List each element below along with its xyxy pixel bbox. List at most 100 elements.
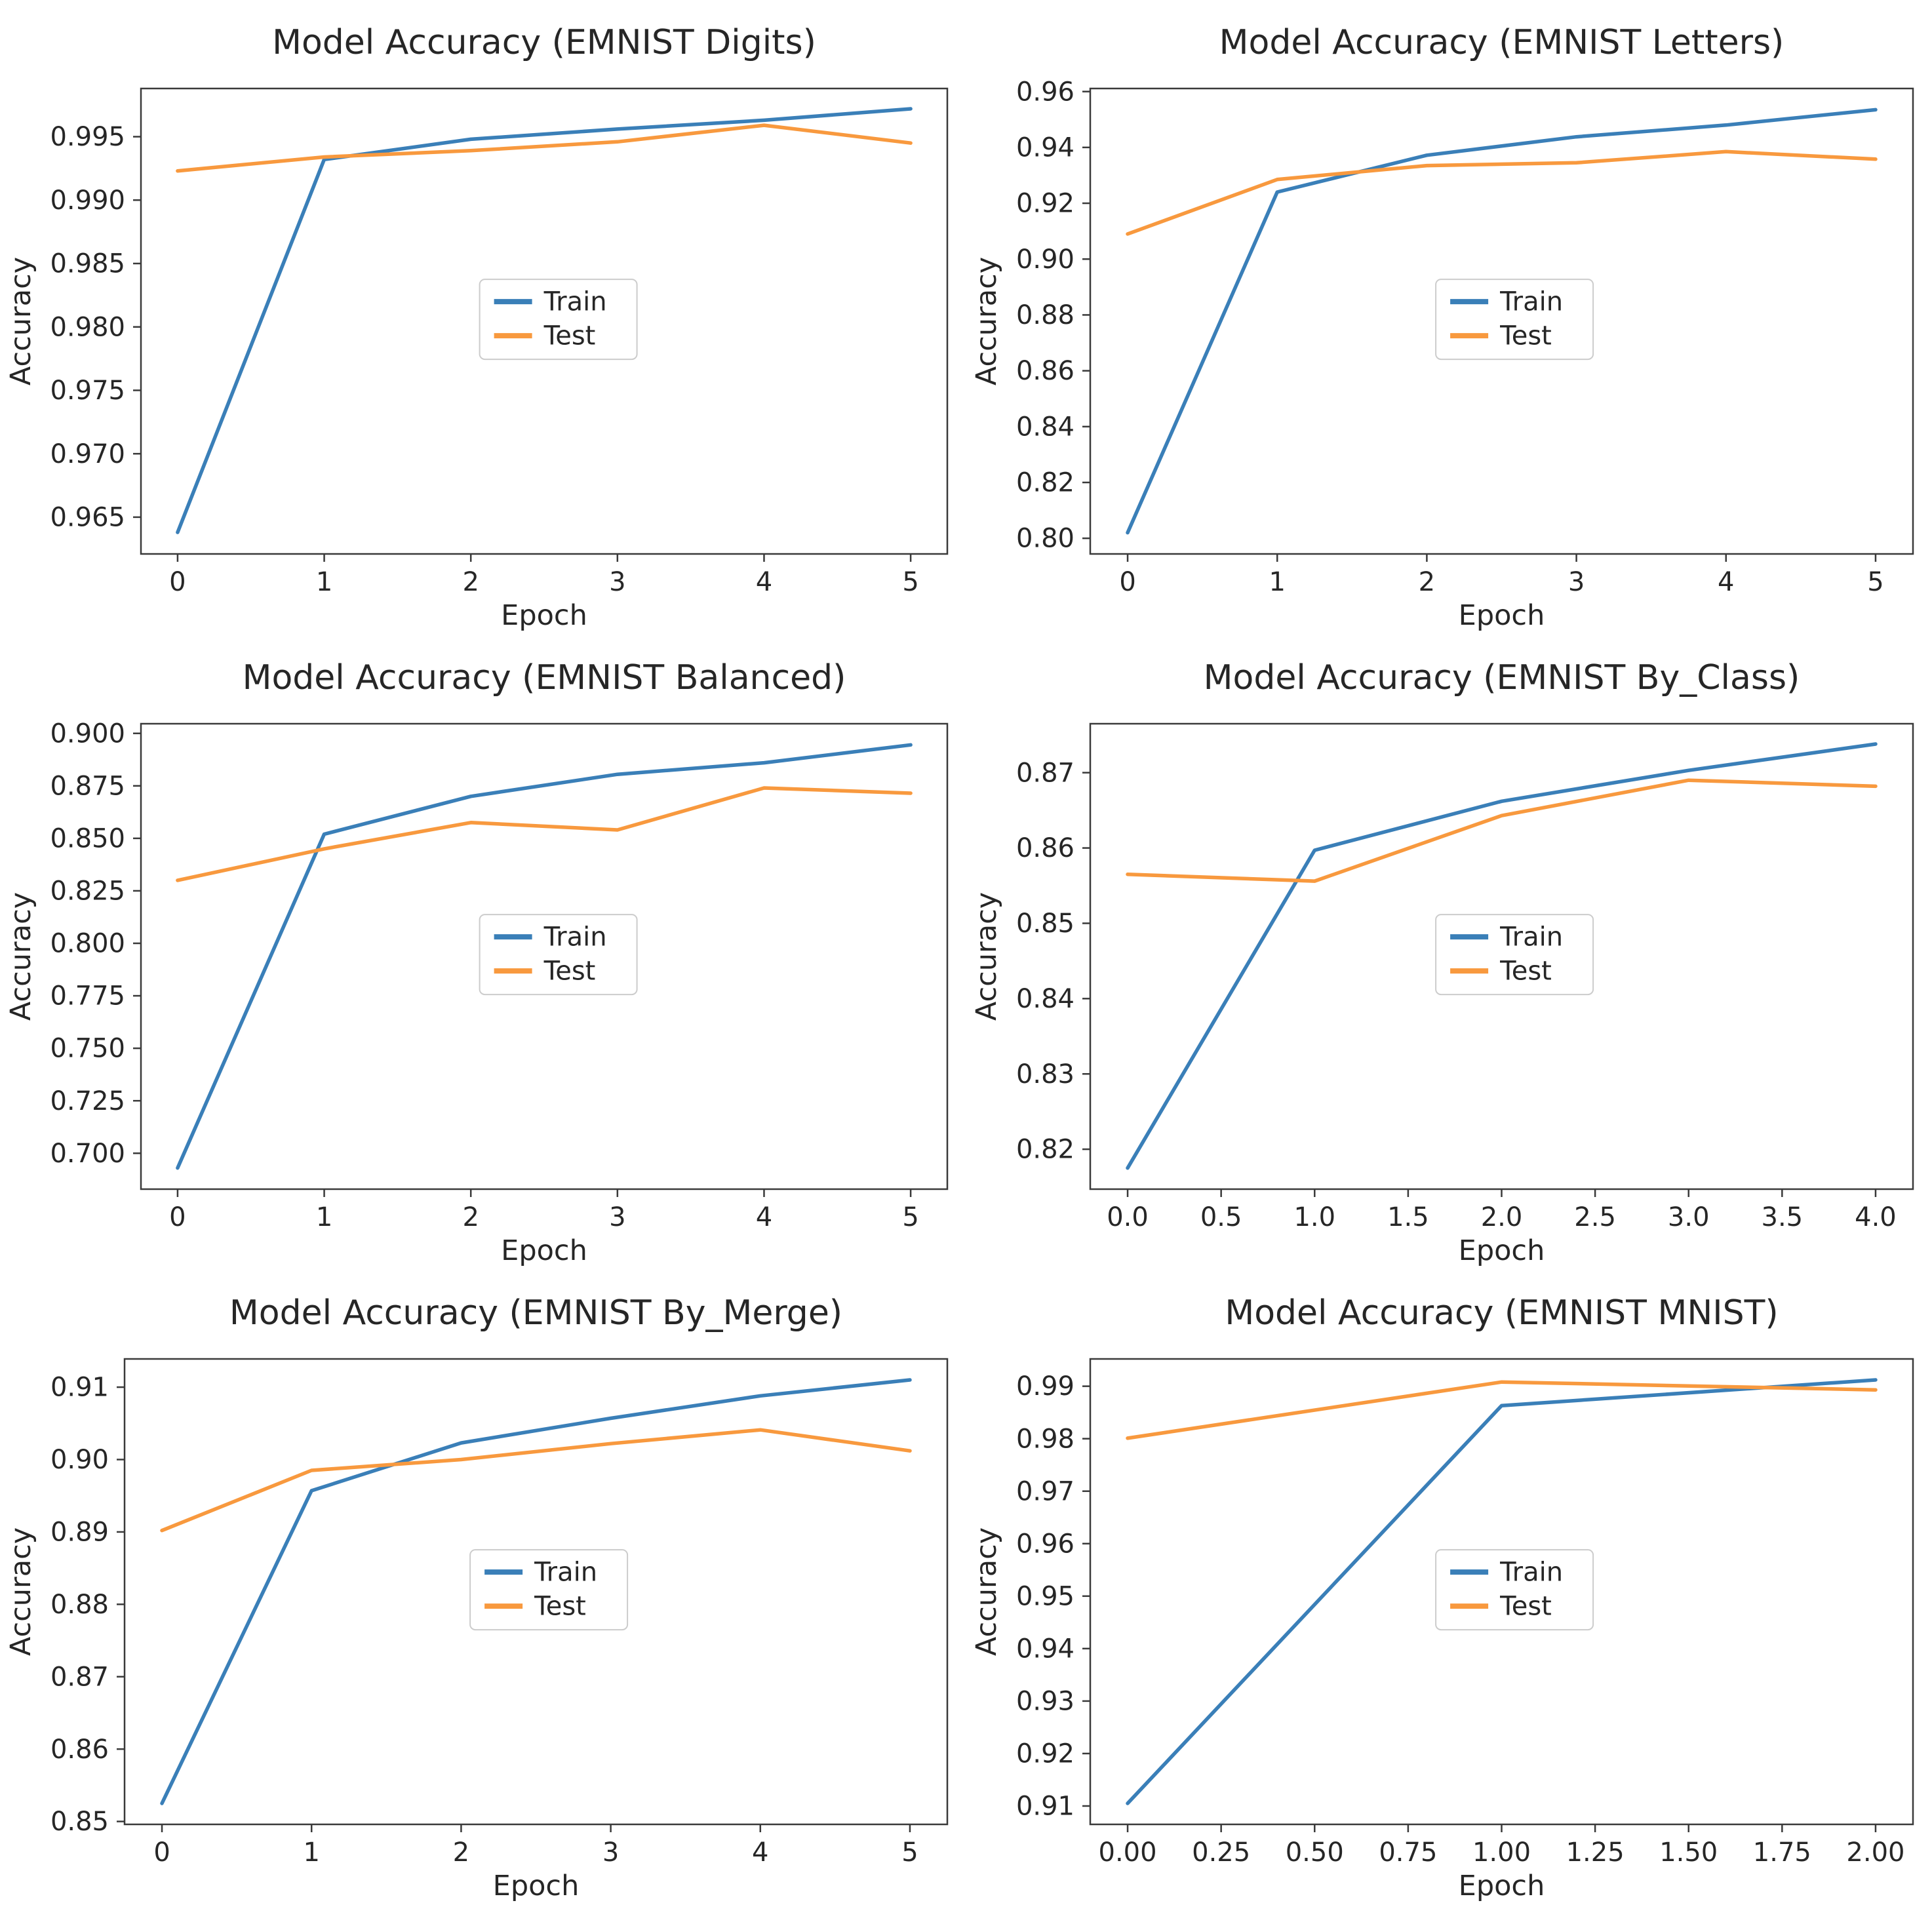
test-line <box>176 786 913 882</box>
x-tick-label: 0 <box>169 1202 186 1232</box>
legend-train-label: Train <box>1499 287 1563 317</box>
x-tick-label: 4.0 <box>1855 1202 1897 1232</box>
x-tick-label: 0.5 <box>1200 1202 1242 1232</box>
y-tick-label: 0.88 <box>50 1590 109 1620</box>
x-tick-label: 2.00 <box>1846 1837 1904 1868</box>
y-tick-label: 0.995 <box>50 122 125 152</box>
legend: Train Test <box>1435 1549 1594 1631</box>
legend: Train Test <box>479 914 638 996</box>
y-tick-label: 0.975 <box>50 376 125 406</box>
y-tick-label: 0.700 <box>50 1139 125 1169</box>
chart-svg: 0.91 0.92 0.93 0.94 0.95 0.96 0.97 0.98 0.99 0.00… <box>970 1293 1914 1902</box>
y-axis-label: Accuracy <box>5 257 37 385</box>
y-tick-label: 0.87 <box>50 1662 109 1692</box>
y-tick-label: 0.96 <box>1016 1529 1074 1559</box>
y-tick-label: 0.91 <box>1016 1792 1074 1822</box>
y-tick-label: 0.83 <box>1016 1059 1074 1090</box>
x-tick-label: 1.00 <box>1472 1837 1531 1868</box>
x-tick-label: 2 <box>462 567 479 597</box>
train-line <box>176 743 913 1170</box>
y-tick-label: 0.965 <box>50 502 125 532</box>
x-axis-label: Epoch <box>493 1870 580 1902</box>
test-line <box>1126 149 1878 236</box>
chart-emnist-letters: 0.80 0.82 0.84 0.86 0.88 0.90 0.92 0.94 0.96 0 1 2 3… <box>966 0 1932 635</box>
train-line <box>1126 108 1878 535</box>
y-tick-label: 0.825 <box>50 876 125 907</box>
x-tick-label: 2 <box>462 1202 479 1232</box>
x-tick-label: 0.00 <box>1099 1837 1157 1868</box>
x-tick-label: 3 <box>602 1837 619 1868</box>
legend-train-label: Train <box>543 287 607 317</box>
x-tick-label: 3 <box>1568 567 1585 597</box>
y-tick-label: 0.90 <box>50 1445 109 1475</box>
y-tick-label: 0.92 <box>1016 189 1074 219</box>
x-tick-label: 2 <box>453 1837 469 1868</box>
y-tick-label: 0.85 <box>50 1807 109 1837</box>
x-tick-label: 3 <box>609 567 625 597</box>
x-tick-label: 3.5 <box>1762 1202 1804 1232</box>
legend: Train Test <box>1435 914 1594 996</box>
y-tick-label: 0.94 <box>1016 132 1074 163</box>
x-axis-label: Epoch <box>501 599 587 632</box>
test-line <box>1126 778 1878 883</box>
x-tick-label: 1 <box>304 1837 320 1868</box>
y-tick-label: 0.970 <box>50 439 125 469</box>
chart-title: Model Accuracy (EMNIST MNIST) <box>1225 1293 1778 1333</box>
y-tick-label: 0.900 <box>50 718 125 749</box>
x-tick-label: 0 <box>153 1837 170 1868</box>
legend-train-label: Train <box>1499 922 1563 952</box>
x-tick-label: 1.50 <box>1659 1837 1718 1868</box>
chart-svg: 0.80 0.82 0.84 0.86 0.88 0.90 0.92 0.94 0.96 0 1 2 3… <box>970 23 1914 632</box>
legend-test-label: Test <box>1499 956 1552 987</box>
y-tick-label: 0.775 <box>50 981 125 1011</box>
x-tick-label: 4 <box>752 1837 768 1868</box>
x-tick-label: 4 <box>756 1202 772 1232</box>
y-axis-label: Accuracy <box>970 1527 1003 1656</box>
y-tick-label: 0.84 <box>1016 984 1074 1014</box>
chart-title: Model Accuracy (EMNIST By_Merge) <box>229 1293 842 1333</box>
x-tick-label: 1 <box>1269 567 1286 597</box>
train-line <box>1126 742 1878 1170</box>
x-tick-label: 1.5 <box>1387 1202 1429 1232</box>
x-tick-label: 0.50 <box>1286 1837 1344 1868</box>
y-tick-label: 0.95 <box>1016 1581 1074 1611</box>
y-tick-label: 0.92 <box>1016 1739 1074 1769</box>
x-tick-label: 2.0 <box>1481 1202 1523 1232</box>
legend-test-label: Test <box>543 956 596 987</box>
x-tick-label: 5 <box>902 567 918 597</box>
x-tick-label: 3 <box>609 1202 625 1232</box>
y-tick-label: 0.93 <box>1016 1686 1074 1716</box>
y-tick-label: 0.91 <box>50 1373 109 1403</box>
legend-test-label: Test <box>543 321 596 351</box>
chart-emnist-by-class: 0.82 0.83 0.84 0.85 0.86 0.87 0.0 0.5 1.0 1.5 2.0 2… <box>966 635 1932 1270</box>
x-tick-label: 1 <box>316 567 332 597</box>
y-tick-label: 0.850 <box>50 823 125 854</box>
chart-title: Model Accuracy (EMNIST Letters) <box>1219 23 1784 62</box>
x-tick-label: 1 <box>316 1202 332 1232</box>
x-tick-label: 5 <box>1867 567 1883 597</box>
y-tick-label: 0.86 <box>1016 833 1074 863</box>
test-line <box>1126 1380 1878 1440</box>
x-tick-label: 5 <box>901 1837 918 1868</box>
y-tick-label: 0.80 <box>1016 524 1074 554</box>
x-tick-label: 4 <box>1718 567 1734 597</box>
chart-emnist-mnist: 0.91 0.92 0.93 0.94 0.95 0.96 0.97 0.98 0.99 0.00… <box>966 1270 1932 1905</box>
y-tick-label: 0.800 <box>50 929 125 959</box>
y-tick-label: 0.84 <box>1016 412 1074 442</box>
legend-test-label: Test <box>1499 1592 1552 1622</box>
y-tick-label: 0.96 <box>1016 77 1074 107</box>
y-tick-label: 0.97 <box>1016 1476 1074 1506</box>
x-tick-label: 0 <box>169 567 186 597</box>
test-line <box>160 1428 912 1533</box>
chart-title: Model Accuracy (EMNIST By_Class) <box>1204 658 1800 697</box>
legend: Train Test <box>1435 279 1594 361</box>
y-axis-label: Accuracy <box>970 257 1003 385</box>
x-tick-label: 0.75 <box>1379 1837 1437 1868</box>
chart-emnist-digits: 0.965 0.970 0.975 0.980 0.985 0.990 0.995 0 1 2 3 4… <box>0 0 966 635</box>
chart-svg: 0.700 0.725 0.750 0.775 0.800 0.825 0.850 0.875… <box>5 658 949 1267</box>
x-tick-label: 2 <box>1419 567 1435 597</box>
chart-title: Model Accuracy (EMNIST Digits) <box>272 23 816 62</box>
y-tick-label: 0.86 <box>50 1735 109 1765</box>
x-tick-label: 0.25 <box>1192 1837 1250 1868</box>
